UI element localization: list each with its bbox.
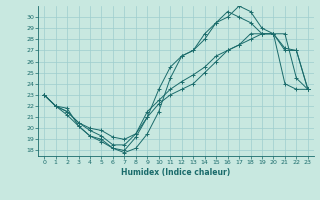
X-axis label: Humidex (Indice chaleur): Humidex (Indice chaleur) [121,168,231,177]
